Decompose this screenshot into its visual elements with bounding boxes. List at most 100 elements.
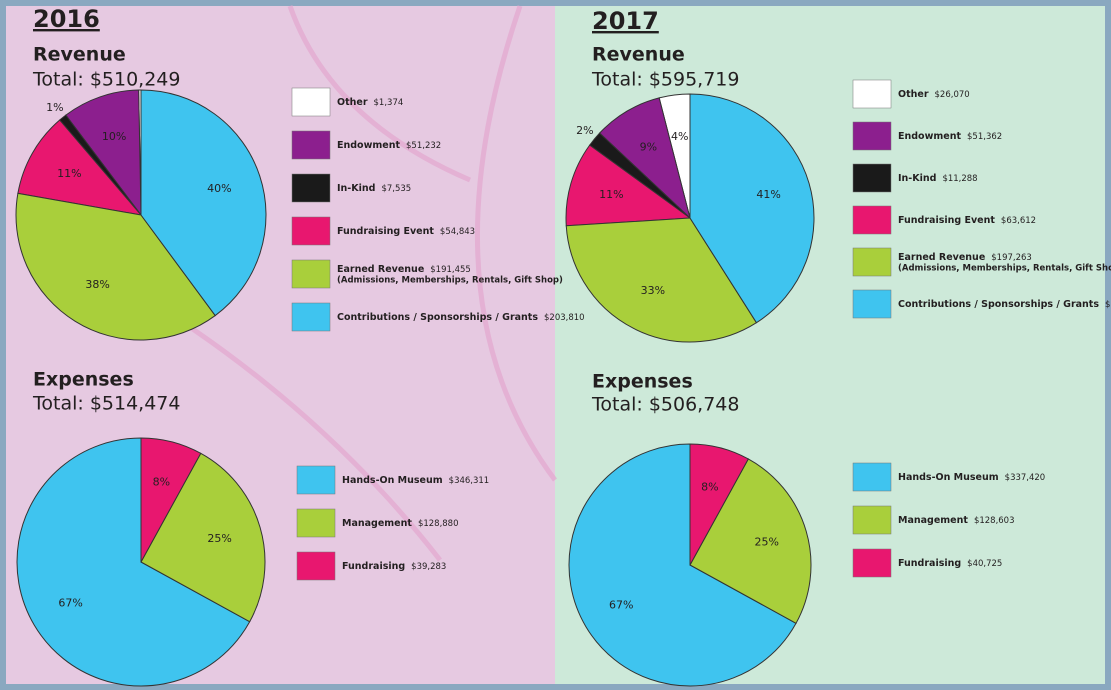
legend-name: Management	[898, 515, 968, 526]
legend-note: (Admissions, Memberships, Rentals, Gift …	[337, 276, 563, 286]
legend-entry: Fundraising Event $54,843	[337, 226, 475, 237]
legend-name: Fundraising	[898, 558, 961, 569]
legend-entry: Fundraising Event $63,612	[898, 215, 1036, 226]
legend-name: Contributions / Sponsorships / Grants	[337, 312, 538, 323]
legend-amount: $39,283	[411, 562, 446, 572]
legend-amount: $7,535	[381, 184, 411, 194]
legend-amount: $203,810	[544, 313, 585, 323]
legend-swatch	[291, 302, 331, 332]
legend-amount: $51,362	[967, 132, 1002, 142]
legend-name: In-Kind	[898, 173, 936, 184]
legend-amount: $11,288	[942, 174, 977, 184]
legend-amount: $337,420	[1005, 473, 1046, 483]
pie-slice	[17, 119, 143, 216]
legend-swatch	[852, 163, 892, 193]
value-label: 11%	[599, 188, 623, 201]
value-label: 25%	[207, 532, 231, 545]
legend-entry: Earned Revenue $197,263	[898, 252, 1032, 263]
legend-entry: Hands-On Museum $337,420	[898, 472, 1045, 483]
legend-swatch	[296, 551, 336, 581]
legend-amount: $1,374	[374, 98, 404, 108]
pie-slice	[16, 437, 251, 687]
value-label: 8%	[701, 481, 718, 494]
legend-amount: $246,124	[1105, 300, 1111, 310]
legend-name: Other	[337, 97, 368, 108]
value-label: 25%	[754, 536, 778, 549]
chart-title: Expenses	[33, 369, 134, 391]
legend-entry: In-Kind $11,288	[898, 173, 978, 184]
value-label: 67%	[609, 599, 633, 612]
pie-slice	[689, 443, 749, 566]
year-heading: 2017	[592, 7, 659, 35]
legend-name: Fundraising	[342, 561, 405, 572]
chart-subtitle: Total: $510,249	[32, 69, 180, 91]
legend-entry: Endowment $51,362	[898, 131, 1002, 142]
legend-note: (Admissions, Memberships, Rentals, Gift …	[898, 264, 1111, 274]
legend-swatch	[291, 216, 331, 246]
legend-swatch	[296, 465, 336, 495]
pie-slice	[140, 89, 267, 317]
value-label: 1%	[46, 101, 63, 114]
value-label: 9%	[640, 141, 657, 154]
legend-entry: Contributions / Sponsorships / Grants $20…	[337, 312, 585, 323]
legend-amount: $54,843	[440, 227, 475, 237]
chart-subtitle: Total: $514,474	[32, 393, 180, 415]
legend-entry: Other $26,070	[898, 89, 970, 100]
legend-entry: Fundraising $40,725	[898, 558, 1002, 569]
legend-name: Management	[342, 518, 412, 529]
legend-name: Other	[898, 89, 929, 100]
legend-entry: Hands-On Museum $346,311	[342, 475, 489, 486]
pie-slice	[140, 437, 202, 563]
value-label: 2%	[576, 124, 593, 137]
value-label: 40%	[207, 182, 231, 195]
value-label: 10%	[102, 130, 126, 143]
legend-name: Earned Revenue	[898, 252, 985, 263]
legend-name: Fundraising Event	[898, 215, 995, 226]
pie-slice	[568, 443, 797, 687]
value-label: 38%	[85, 278, 109, 291]
legend-name: Hands-On Museum	[342, 475, 443, 486]
chart-title: Expenses	[592, 371, 693, 393]
legend-amount: $346,311	[449, 476, 490, 486]
legend-entry: Endowment $51,232	[337, 140, 441, 151]
value-label: 67%	[58, 597, 82, 610]
legend-swatch	[291, 259, 331, 289]
legend-name: Earned Revenue	[337, 264, 424, 275]
legend-entry: Contributions / Sponsorships / Grants $24…	[898, 299, 1111, 310]
legend-amount: $26,070	[935, 90, 970, 100]
legend-swatch	[852, 289, 892, 319]
value-label: 11%	[57, 167, 81, 180]
pie-slice	[689, 93, 815, 324]
legend-amount: $197,263	[991, 253, 1032, 263]
legend-swatch	[291, 87, 331, 117]
legend-entry: Fundraising $39,283	[342, 561, 446, 572]
chart-subtitle: Total: $595,719	[591, 69, 739, 91]
legend-name: Contributions / Sponsorships / Grants	[898, 299, 1099, 310]
legend-entry: Management $128,603	[898, 515, 1015, 526]
legend-amount: $40,725	[967, 559, 1002, 569]
legend-swatch	[852, 247, 892, 277]
legend-entry: In-Kind $7,535	[337, 183, 411, 194]
legend-name: Fundraising Event	[337, 226, 434, 237]
legend-swatch	[291, 130, 331, 160]
legend-amount: $128,880	[418, 519, 459, 529]
legend-amount: $63,612	[1001, 216, 1036, 226]
value-label: 4%	[671, 130, 688, 143]
legend-name: Hands-On Museum	[898, 472, 999, 483]
legend-swatch	[852, 505, 892, 535]
legend-amount: $128,603	[974, 516, 1015, 526]
pie-slice	[15, 192, 216, 341]
legend-amount: $51,232	[406, 141, 441, 151]
value-label: 33%	[641, 284, 665, 297]
legend-amount: $191,455	[430, 265, 471, 275]
pie-slice	[565, 217, 758, 343]
legend-entry: Other $1,374	[337, 97, 403, 108]
pie-slice	[65, 89, 142, 217]
legend-swatch	[852, 205, 892, 235]
legend-name: In-Kind	[337, 183, 375, 194]
legend-swatch	[852, 462, 892, 492]
legend-name: Endowment	[337, 140, 400, 151]
legend-swatch	[852, 79, 892, 109]
legend-entry: Earned Revenue $191,455	[337, 264, 471, 275]
chart-title: Revenue	[592, 44, 685, 66]
